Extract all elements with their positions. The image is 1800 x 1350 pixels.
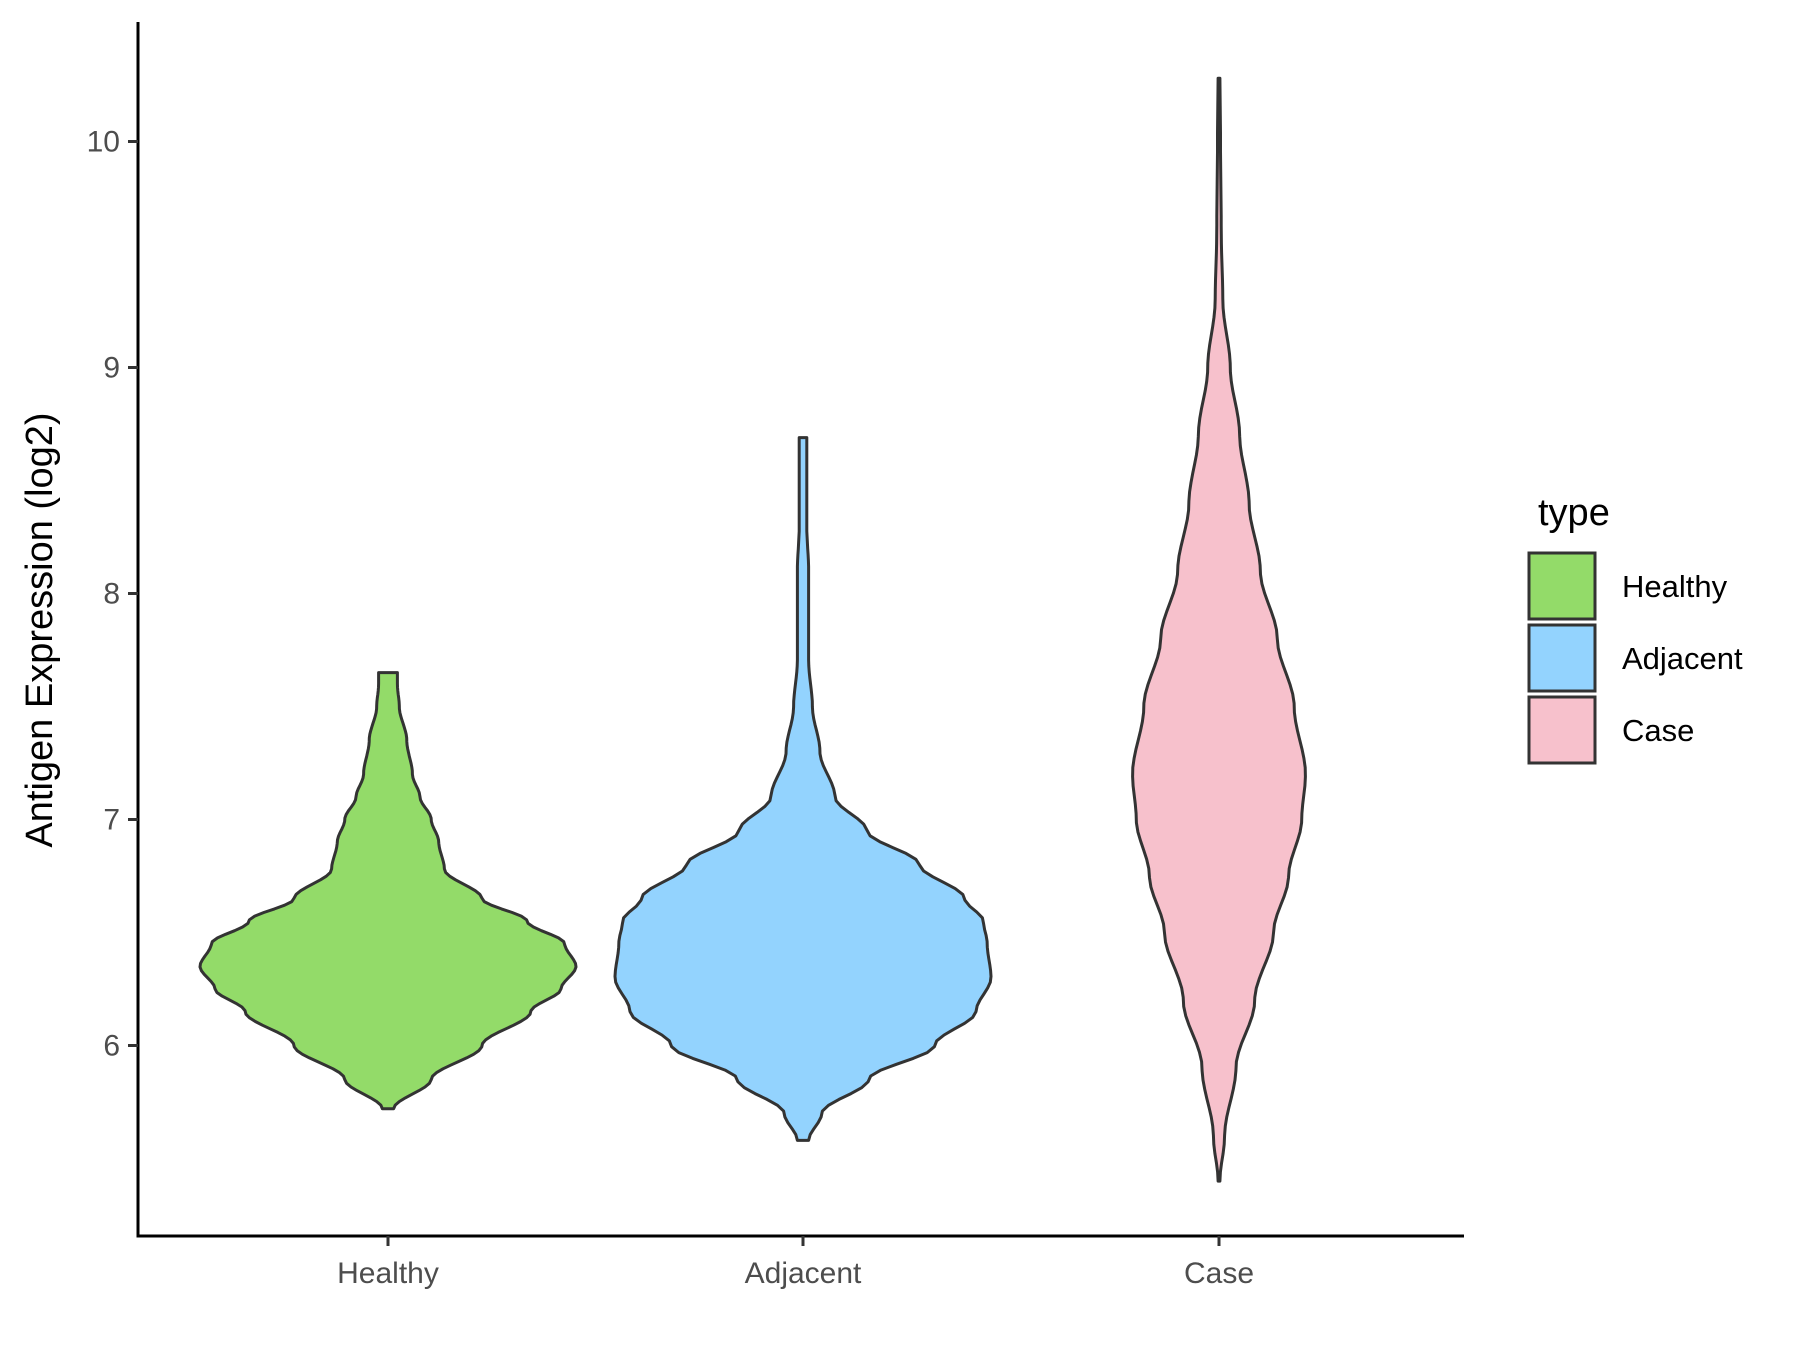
legend-label-case: Case <box>1622 713 1694 748</box>
y-axis-title: Antigen Expression (log2) <box>19 412 61 847</box>
violin-healthy <box>198 671 578 1111</box>
legend-label-adjacent: Adjacent <box>1622 641 1743 676</box>
y-tick-label: 9 <box>103 352 120 385</box>
legend-label-healthy: Healthy <box>1622 569 1728 604</box>
x-tick-label-case: Case <box>1184 1257 1254 1290</box>
y-tick-label: 10 <box>87 126 120 159</box>
legend-swatch-adjacent <box>1527 623 1597 693</box>
x-tick-label-healthy: Healthy <box>337 1257 439 1290</box>
x-ticks: Healthy Adjacent Case <box>337 1236 1254 1290</box>
y-ticks: 6 7 8 9 10 <box>87 126 138 1063</box>
y-tick-label: 8 <box>103 578 120 611</box>
violin-adjacent <box>613 436 993 1142</box>
violins-layer <box>198 76 1307 1183</box>
y-tick-label: 7 <box>103 804 120 837</box>
y-tick-label: 6 <box>103 1030 120 1063</box>
violin-case <box>1131 76 1307 1183</box>
legend-swatch-case <box>1527 695 1597 765</box>
legend-swatch-healthy <box>1527 551 1597 621</box>
legend: type Healthy Adjacent Case <box>1527 492 1743 765</box>
x-tick-label-adjacent: Adjacent <box>745 1257 862 1290</box>
legend-title: type <box>1538 492 1610 534</box>
